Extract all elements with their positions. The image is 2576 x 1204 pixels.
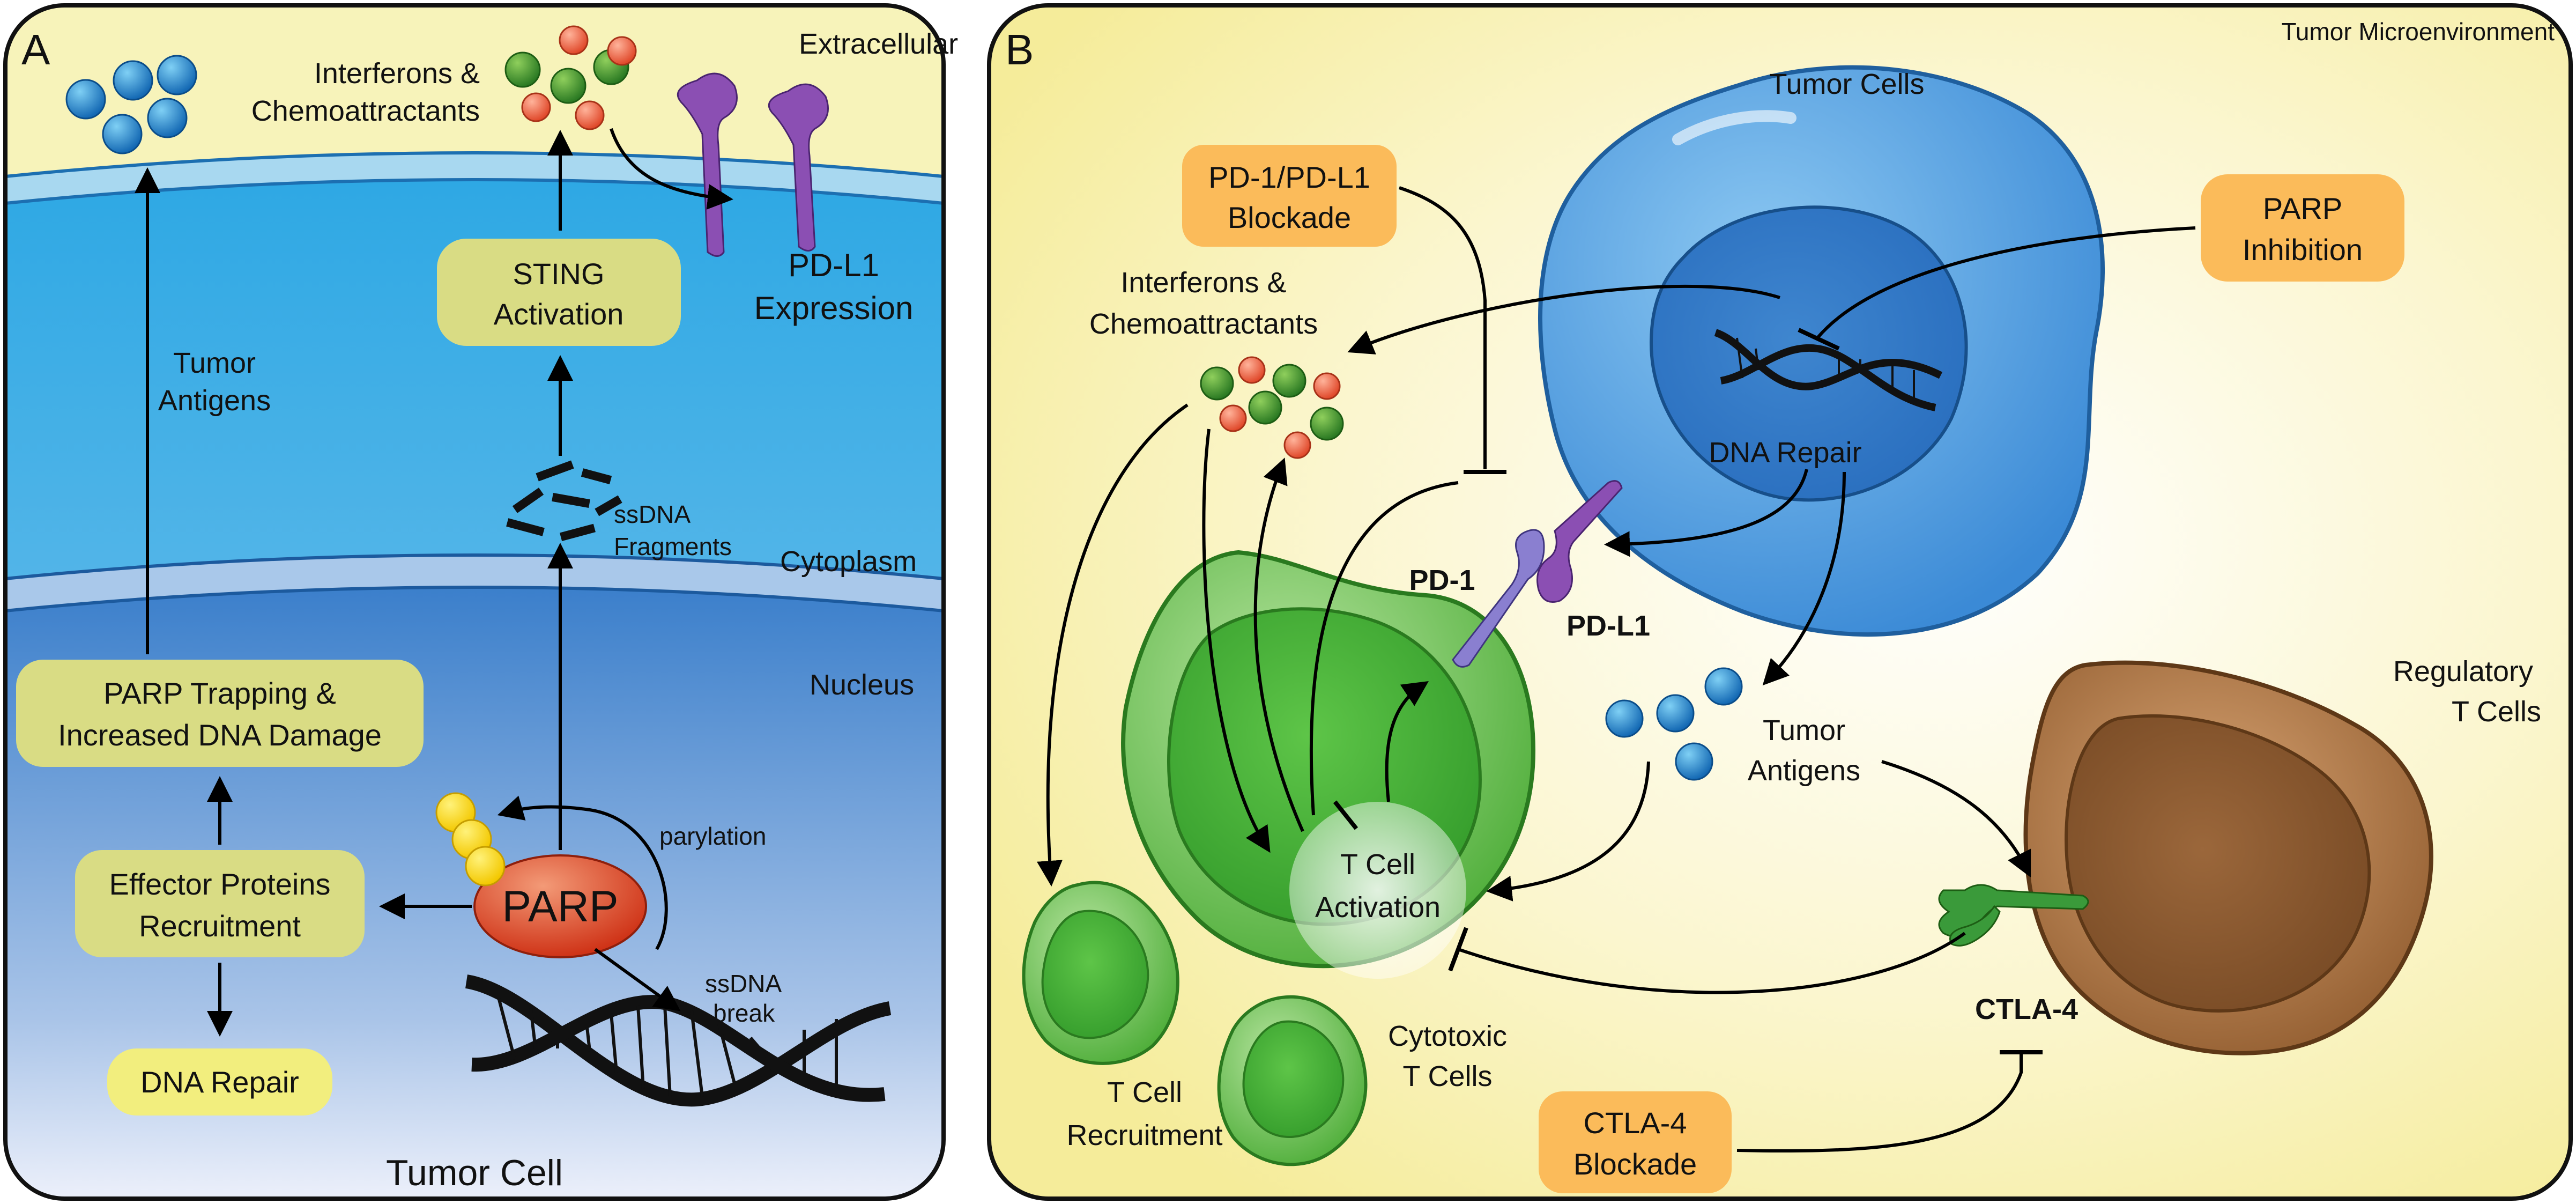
regulatory-tcell-icon bbox=[2023, 660, 2433, 1055]
pd1-blockade-label-2: Blockade bbox=[1228, 201, 1351, 234]
pdl1-expression-label: Expression bbox=[754, 290, 914, 326]
regulatory-label: Regulatory bbox=[2393, 655, 2533, 688]
sting-activation-box bbox=[437, 239, 681, 346]
nucleus-label: Nucleus bbox=[810, 669, 914, 701]
panel-a-frame bbox=[3, 3, 946, 1201]
effector-proteins-label: Effector Proteins bbox=[109, 867, 331, 901]
tumor-antigens-label-a-1: Tumor bbox=[173, 347, 256, 379]
interferon-balls-b-icon bbox=[1200, 356, 1344, 459]
pd1-receptor-icon bbox=[1452, 529, 1545, 668]
tcell-activation-label-2: Activation bbox=[1315, 891, 1441, 924]
chemoattractants-label-b: Chemoattractants bbox=[1089, 308, 1318, 340]
panel-b: B Tumor Microenvironment Tumor Cells DNA… bbox=[987, 3, 2573, 1201]
tumor-dna-icon bbox=[1714, 329, 1943, 411]
pd1-blockade-box bbox=[1182, 145, 1397, 247]
ssdna-fragments-label-2: Fragments bbox=[614, 533, 732, 560]
panel-a-arrows bbox=[135, 128, 733, 1037]
par-chain-icon bbox=[435, 792, 506, 887]
tumor-cell-title: Tumor Cell bbox=[386, 1153, 563, 1193]
pd1-blockade-label-1: PD-1/PD-L1 bbox=[1208, 160, 1370, 194]
parylation-label: parylation bbox=[659, 822, 766, 850]
ctla4-blockade-label-1: CTLA-4 bbox=[1584, 1106, 1687, 1140]
ssdna-fragments-label-1: ssDNA bbox=[614, 500, 691, 528]
sting-label: STING bbox=[513, 257, 604, 291]
tumor-microenvironment-label: Tumor Microenvironment bbox=[2281, 18, 2555, 46]
cytotoxic-label: Cytotoxic bbox=[1388, 1020, 1507, 1052]
cytotoxic-tcells-label: T Cells bbox=[1402, 1060, 1492, 1092]
parp-inhibition-label-2: Inhibition bbox=[2243, 233, 2363, 267]
tcell-recruitment-label-2: Recruitment bbox=[1066, 1119, 1222, 1151]
tcell-small-1-icon bbox=[1022, 881, 1179, 1065]
dna-repair-box-a bbox=[107, 1048, 332, 1116]
tcell-activation-glow bbox=[1289, 802, 1466, 979]
cytoplasm-label: Cytoplasm bbox=[780, 545, 917, 578]
dna-repair-label-a: DNA Repair bbox=[140, 1065, 299, 1099]
ctla4-blockade-box bbox=[1539, 1091, 1732, 1193]
sting-activation-label: Activation bbox=[494, 297, 624, 331]
tumor-antigens-label-b-2: Antigens bbox=[1748, 755, 1860, 787]
panel-a: A Extracellular Cytoplasm Nucleus Tumor … bbox=[3, 3, 958, 1201]
parp-inhibition-box bbox=[2201, 174, 2404, 282]
tcell-recruitment-label-1: T Cell bbox=[1107, 1076, 1182, 1109]
parp-trapping-box bbox=[16, 660, 424, 767]
ctla4-label: CTLA-4 bbox=[1975, 993, 2078, 1025]
panel-b-letter: B bbox=[1005, 26, 1034, 73]
tumor-cells-label: Tumor Cells bbox=[1769, 68, 1924, 100]
tcell-activation-label-1: T Cell bbox=[1340, 848, 1415, 881]
parp-enzyme-icon bbox=[473, 854, 647, 958]
increased-damage-label: Increased DNA Damage bbox=[58, 718, 382, 752]
extracellular-label: Extracellular bbox=[799, 28, 958, 60]
pdl1-receptor-icon bbox=[1536, 480, 1623, 603]
tcell-small-2-icon bbox=[1217, 995, 1368, 1166]
pdl1-label-a: PD-L1 bbox=[788, 247, 879, 283]
effector-recruitment-box bbox=[75, 850, 365, 957]
dna-repair-label-b: DNA Repair bbox=[1709, 437, 1861, 469]
panel-b-arrows bbox=[1037, 186, 2196, 1153]
ssdna-fragments-icon bbox=[506, 460, 622, 542]
parp-trapping-label: PARP Trapping & bbox=[103, 676, 336, 710]
tumor-antigens-label-b-1: Tumor bbox=[1763, 714, 1845, 747]
recruitment-label: Recruitment bbox=[139, 909, 301, 943]
pd1-label: PD-1 bbox=[1409, 564, 1475, 596]
pdl1-label-b: PD-L1 bbox=[1567, 610, 1650, 642]
tumor-antigen-balls-b-icon bbox=[1605, 667, 1743, 781]
ctla4-blockade-label-2: Blockade bbox=[1573, 1147, 1697, 1181]
chemoattractants-label-a: Chemoattractants bbox=[251, 95, 480, 127]
parp-inhibition-label-1: PARP bbox=[2263, 191, 2342, 225]
interferons-label-a: Interferons & bbox=[314, 57, 480, 90]
panel-a-letter: A bbox=[21, 26, 50, 73]
parp-label: PARP bbox=[502, 882, 618, 931]
interferon-balls-icon bbox=[504, 25, 637, 130]
tumor-antigens-label-a-2: Antigens bbox=[158, 385, 271, 417]
regulatory-tcells-label: T Cells bbox=[2452, 696, 2541, 728]
interferons-label-b: Interferons & bbox=[1120, 267, 1286, 299]
antigen-balls-icon bbox=[65, 55, 197, 154]
ssdna-break-label-1: ssDNA bbox=[705, 970, 782, 998]
